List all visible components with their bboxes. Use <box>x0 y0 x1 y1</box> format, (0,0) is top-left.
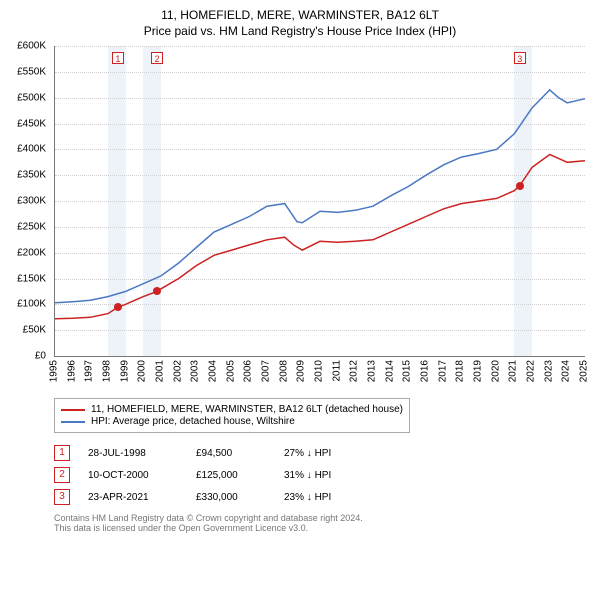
x-axis-tick: 1995 <box>49 360 60 382</box>
x-axis-tick: 2005 <box>225 360 236 382</box>
x-axis-tick: 2011 <box>331 360 342 382</box>
x-axis-tick: 2001 <box>155 360 166 382</box>
x-axis-tick: 2003 <box>190 360 201 382</box>
x-axis-tick: 2014 <box>384 360 395 382</box>
event-date: 10-OCT-2000 <box>88 470 178 481</box>
event-marker-icon: 2 <box>54 467 70 483</box>
chart-legend: 11, HOMEFIELD, MERE, WARMINSTER, BA12 6L… <box>54 398 410 433</box>
y-axis-tick: £50K <box>23 325 46 336</box>
x-axis-tick: 2006 <box>243 360 254 382</box>
event-marker-box: 1 <box>112 52 124 64</box>
x-axis-tick: 2010 <box>314 360 325 382</box>
y-axis-tick: £250K <box>17 221 46 232</box>
legend-label: 11, HOMEFIELD, MERE, WARMINSTER, BA12 6L… <box>91 404 403 415</box>
event-row: 1 28-JUL-1998 £94,500 27% ↓ HPI <box>54 445 592 461</box>
x-axis-tick: 2024 <box>561 360 572 382</box>
event-marker-box: 3 <box>514 52 526 64</box>
page-title: 11, HOMEFIELD, MERE, WARMINSTER, BA12 6L… <box>8 8 592 22</box>
x-axis-tick: 2012 <box>349 360 360 382</box>
event-marker-icon: 3 <box>54 489 70 505</box>
x-axis-tick: 2017 <box>437 360 448 382</box>
event-marker-box: 2 <box>151 52 163 64</box>
x-axis-tick: 1999 <box>119 360 130 382</box>
event-row: 3 23-APR-2021 £330,000 23% ↓ HPI <box>54 489 592 505</box>
event-price: £94,500 <box>196 448 266 459</box>
x-axis-tick: 2019 <box>473 360 484 382</box>
x-axis-tick: 2015 <box>402 360 413 382</box>
x-axis-tick: 2008 <box>278 360 289 382</box>
footer-attribution: Contains HM Land Registry data © Crown c… <box>54 513 592 533</box>
y-axis-tick: £300K <box>17 196 46 207</box>
y-axis-tick: £400K <box>17 144 46 155</box>
x-axis-tick: 2018 <box>455 360 466 382</box>
event-date: 28-JUL-1998 <box>88 448 178 459</box>
footer-line: This data is licensed under the Open Gov… <box>54 523 592 533</box>
x-axis-tick: 1996 <box>66 360 77 382</box>
page-subtitle: Price paid vs. HM Land Registry's House … <box>8 24 592 38</box>
events-table: 1 28-JUL-1998 £94,500 27% ↓ HPI 2 10-OCT-2000… <box>54 445 592 505</box>
y-axis-tick: £550K <box>17 66 46 77</box>
event-delta: 27% ↓ HPI <box>284 448 331 459</box>
legend-swatch <box>61 421 85 423</box>
x-axis-tick: 2013 <box>367 360 378 382</box>
y-axis-tick: £0 <box>35 351 46 362</box>
x-axis-tick: 2004 <box>208 360 219 382</box>
event-price: £125,000 <box>196 470 266 481</box>
legend-item: 11, HOMEFIELD, MERE, WARMINSTER, BA12 6L… <box>61 404 403 415</box>
event-delta: 31% ↓ HPI <box>284 470 331 481</box>
event-date: 23-APR-2021 <box>88 492 178 503</box>
legend-label: HPI: Average price, detached house, Wilt… <box>91 416 295 427</box>
event-marker-dot <box>153 287 161 295</box>
x-axis-tick: 2020 <box>490 360 501 382</box>
event-delta: 23% ↓ HPI <box>284 492 331 503</box>
price-chart: £0 £50K £100K £150K £200K £250K £300K £350K £400… <box>8 46 584 392</box>
series-hpi <box>55 90 585 303</box>
x-axis-tick: 2000 <box>137 360 148 382</box>
x-axis-tick: 1997 <box>84 360 95 382</box>
event-price: £330,000 <box>196 492 266 503</box>
legend-item: HPI: Average price, detached house, Wilt… <box>61 416 403 427</box>
y-axis-tick: £150K <box>17 273 46 284</box>
x-axis-tick: 2021 <box>508 360 519 382</box>
event-marker-dot <box>516 182 524 190</box>
y-axis-tick: £100K <box>17 299 46 310</box>
event-row: 2 10-OCT-2000 £125,000 31% ↓ HPI <box>54 467 592 483</box>
x-axis-tick: 2002 <box>172 360 183 382</box>
event-marker-icon: 1 <box>54 445 70 461</box>
y-axis-tick: £600K <box>17 41 46 52</box>
x-axis-tick: 2016 <box>420 360 431 382</box>
x-axis-tick: 2022 <box>526 360 537 382</box>
legend-swatch <box>61 409 85 411</box>
x-axis-tick: 2025 <box>579 360 590 382</box>
y-axis-tick: £200K <box>17 247 46 258</box>
series-property <box>55 155 585 319</box>
event-marker-dot <box>114 303 122 311</box>
x-axis-tick: 2007 <box>261 360 272 382</box>
x-axis-tick: 1998 <box>102 360 113 382</box>
y-axis-tick: £500K <box>17 92 46 103</box>
footer-line: Contains HM Land Registry data © Crown c… <box>54 513 592 523</box>
x-axis-tick: 2023 <box>543 360 554 382</box>
x-axis-tick: 2009 <box>296 360 307 382</box>
y-axis-tick: £450K <box>17 118 46 129</box>
y-axis-tick: £350K <box>17 170 46 181</box>
